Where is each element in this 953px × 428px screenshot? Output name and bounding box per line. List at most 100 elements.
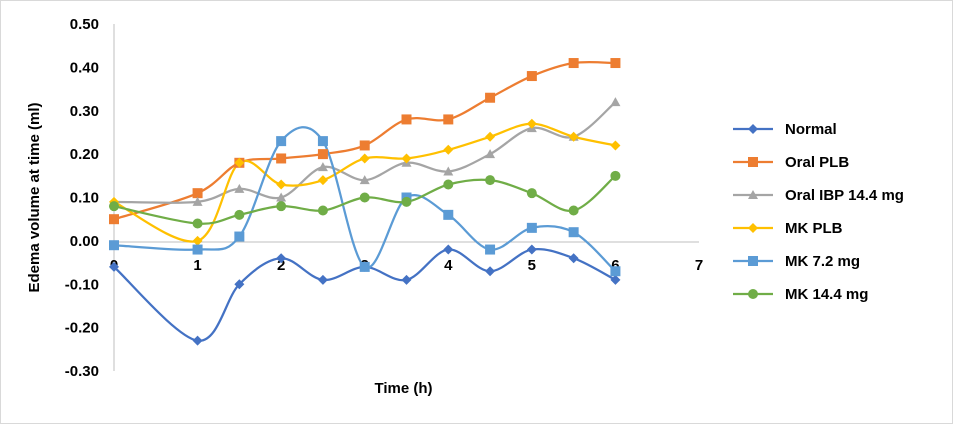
series-markers	[109, 58, 621, 346]
data-point-mk-14-4-mg	[317, 205, 328, 216]
data-point-mk-14-4-mg	[485, 175, 496, 186]
legend-swatch-marker	[748, 289, 758, 299]
legend-swatch-marker	[748, 157, 758, 167]
data-point-mk-14-4-mg	[443, 179, 454, 190]
data-point-normal	[485, 266, 496, 277]
x-axis-label: Time (h)	[374, 380, 432, 397]
data-point-oral-ibp-14-4-mg	[317, 162, 328, 172]
series-line-oral-ibp-14-4-mg	[113, 101, 617, 204]
data-point-mk-plb	[568, 131, 579, 142]
data-point-normal	[234, 279, 245, 290]
data-point-mk-plb	[359, 153, 370, 164]
y-tick-label: -0.30	[65, 363, 99, 380]
data-point-mk-7-2-mg	[359, 261, 370, 272]
y-tick-label: 0.00	[70, 233, 99, 250]
data-point-normal	[610, 274, 621, 285]
data-point-mk-plb	[276, 179, 287, 190]
data-point-oral-ibp-14-4-mg	[359, 175, 370, 185]
data-point-oral-ibp-14-4-mg	[192, 196, 203, 206]
data-point-oral-ibp-14-4-mg	[234, 183, 245, 193]
data-point-mk-14-4-mg	[109, 201, 119, 212]
data-point-mk-7-2-mg	[109, 240, 119, 251]
y-tick-label: 0.10	[70, 190, 99, 207]
legend-swatch-marker	[748, 190, 758, 199]
data-point-mk-7-2-mg	[443, 209, 454, 220]
data-point-mk-plb	[401, 153, 412, 164]
data-point-normal	[526, 244, 537, 255]
legend-item-normal: Normal	[733, 121, 837, 138]
y-tick-label: 0.50	[70, 16, 99, 33]
x-tick-label: 7	[695, 257, 703, 274]
data-point-mk-plb	[234, 157, 245, 168]
x-tick-label: 6	[611, 257, 619, 274]
data-point-mk-14-4-mg	[276, 201, 287, 212]
legend: Normal Oral PLB Oral IBP 14.4 mg MK PLB MK 7…	[733, 121, 904, 303]
data-point-normal	[276, 253, 287, 264]
data-point-oral-plb	[192, 188, 203, 199]
data-point-mk-14-4-mg	[192, 218, 203, 229]
y-tick-label: -0.20	[65, 320, 99, 337]
data-point-mk-7-2-mg	[317, 136, 328, 147]
legend-item-mk-7-2-mg: MK 7.2 mg	[733, 253, 860, 270]
data-point-mk-7-2-mg	[610, 266, 621, 277]
legend-label: MK 14.4 mg	[785, 286, 868, 303]
y-tick-label: -0.10	[65, 276, 99, 293]
y-tick-labels: 0.50 0.40 0.30 0.20 0.10 0.00 -0.10 -0.20 -0.30	[65, 16, 99, 380]
data-point-mk-14-4-mg	[568, 205, 579, 216]
data-point-mk-plb	[443, 144, 454, 155]
data-point-mk-plb	[610, 140, 621, 151]
data-point-normal	[109, 261, 119, 272]
data-point-mk-7-2-mg	[526, 222, 537, 233]
data-point-normal	[192, 335, 203, 346]
legend-item-mk-14-4-mg: MK 14.4 mg	[733, 286, 868, 303]
data-point-oral-plb	[485, 92, 496, 103]
x-tick-label: 2	[277, 257, 285, 274]
y-tick-label: 0.40	[70, 59, 99, 76]
data-point-mk-7-2-mg	[276, 136, 287, 147]
data-point-oral-plb	[443, 114, 454, 125]
legend-item-mk-plb: MK PLB	[733, 220, 843, 237]
data-point-oral-plb	[109, 214, 119, 225]
x-tick-label: 4	[444, 257, 453, 274]
data-point-oral-plb	[317, 149, 328, 160]
data-point-normal	[401, 274, 412, 285]
data-point-normal	[317, 274, 328, 285]
y-tick-label: 0.20	[70, 146, 99, 163]
data-point-mk-14-4-mg	[526, 188, 537, 199]
legend-label: MK PLB	[785, 220, 843, 237]
legend-item-oral-ibp-14-4-mg: Oral IBP 14.4 mg	[733, 187, 904, 204]
legend-item-oral-plb: Oral PLB	[733, 154, 849, 171]
data-point-mk-plb	[485, 131, 496, 142]
data-point-mk-7-2-mg	[485, 244, 496, 255]
legend-swatch-marker	[748, 256, 758, 266]
y-axis-label: Edema volume at time (ml)	[26, 102, 43, 292]
data-point-normal	[568, 253, 579, 264]
data-point-oral-plb	[359, 140, 370, 151]
data-point-oral-plb	[276, 153, 287, 164]
data-point-oral-plb	[401, 114, 412, 125]
data-point-mk-plb	[192, 235, 203, 246]
data-point-mk-7-2-mg	[234, 231, 245, 242]
data-point-oral-ibp-14-4-mg	[610, 97, 621, 107]
legend-label: Normal	[785, 121, 837, 138]
y-tick-label: 0.30	[70, 103, 99, 120]
x-tick-label: 5	[528, 257, 536, 274]
legend-label: Oral PLB	[785, 154, 849, 171]
data-point-oral-plb	[568, 58, 579, 69]
data-point-oral-plb	[526, 71, 537, 82]
x-tick-label: 1	[193, 257, 201, 274]
data-point-mk-14-4-mg	[234, 209, 245, 220]
data-point-oral-ibp-14-4-mg	[276, 192, 287, 202]
data-point-mk-plb	[526, 118, 537, 129]
data-point-mk-14-4-mg	[401, 196, 412, 207]
data-point-oral-ibp-14-4-mg	[485, 149, 496, 159]
data-point-mk-14-4-mg	[359, 192, 370, 203]
data-point-mk-plb	[317, 175, 328, 186]
data-point-oral-plb	[610, 58, 621, 69]
legend-label: MK 7.2 mg	[785, 253, 860, 270]
legend-swatch-marker	[748, 124, 758, 134]
data-point-oral-ibp-14-4-mg	[443, 166, 454, 176]
data-point-normal	[443, 244, 454, 255]
